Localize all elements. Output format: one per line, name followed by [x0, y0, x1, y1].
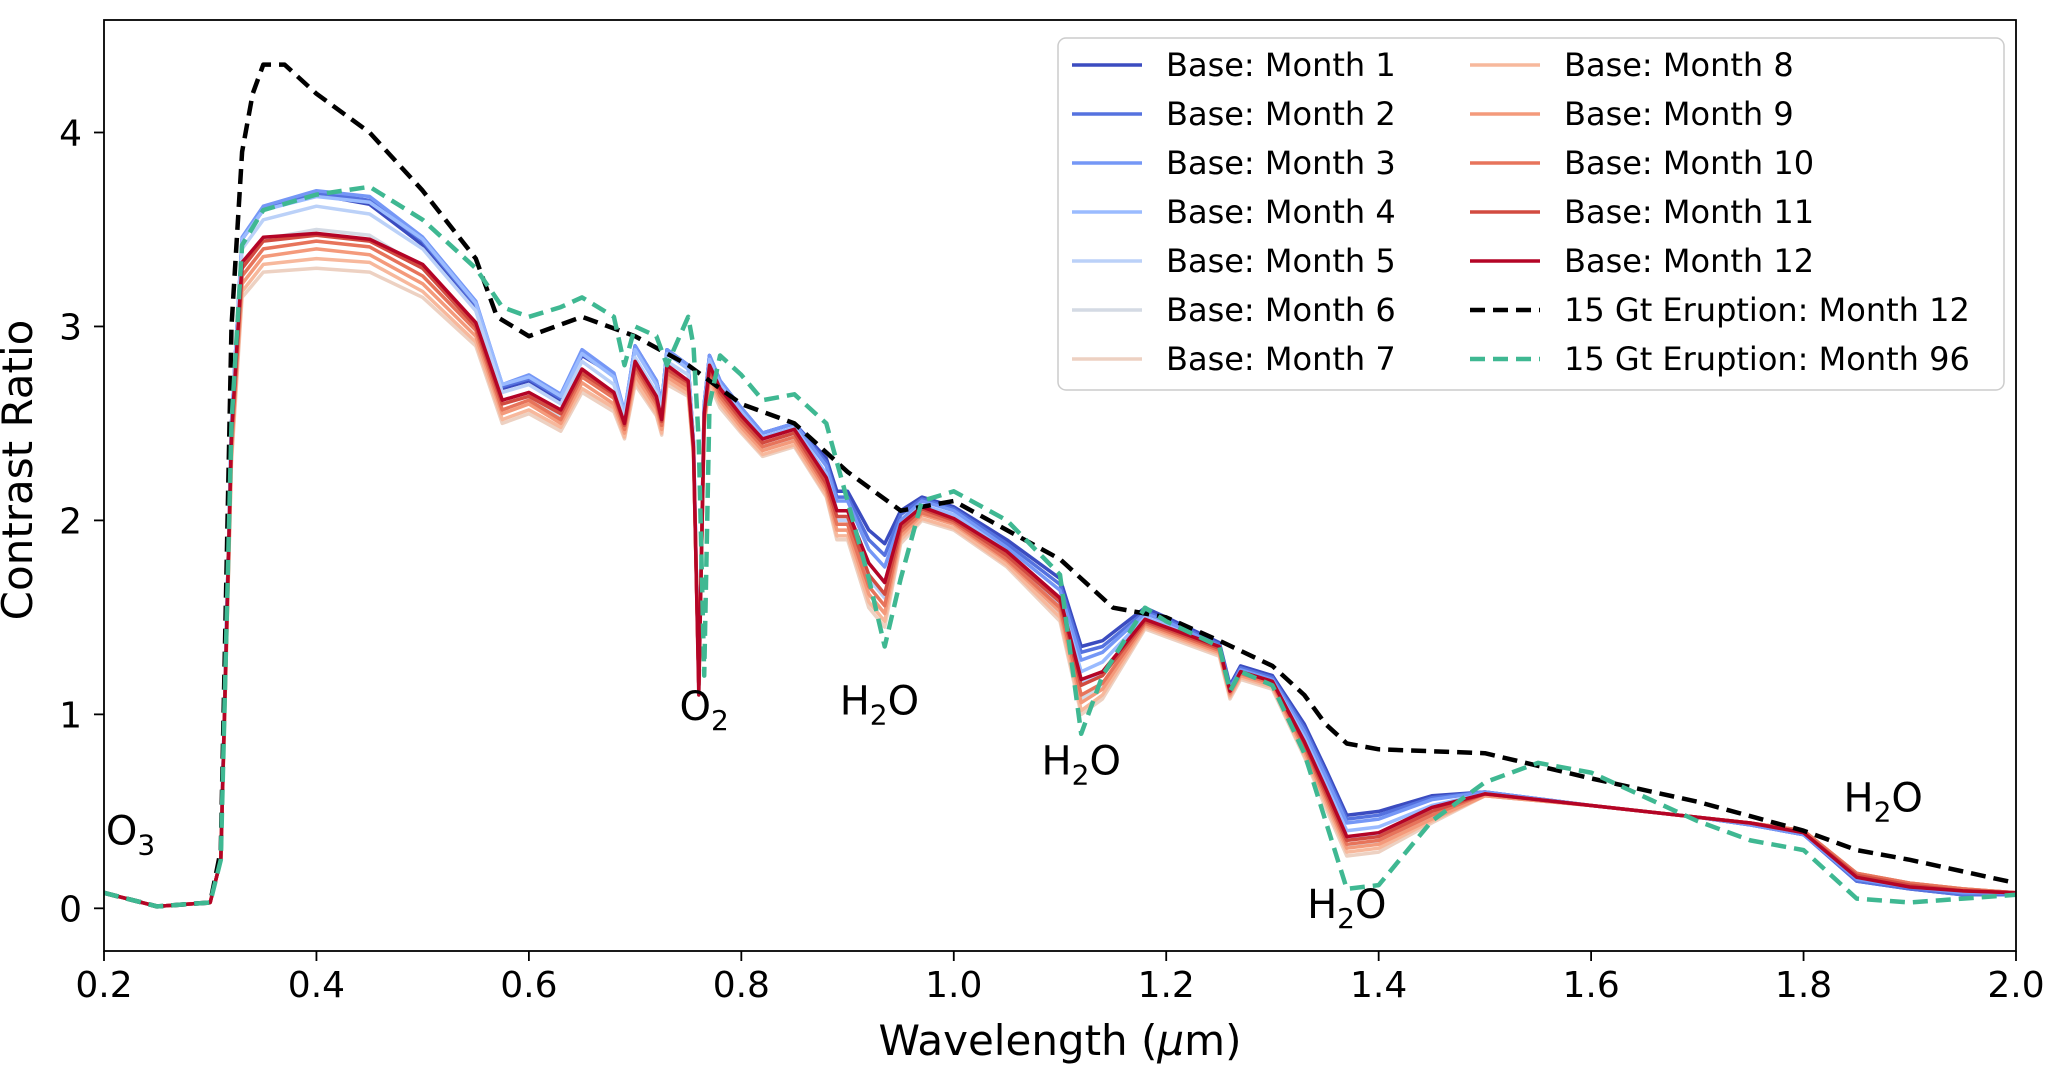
legend-label-base-month-1: Base: Month 1 [1166, 46, 1396, 84]
legend-label-base-month-11: Base: Month 11 [1564, 193, 1814, 231]
legend-label-15-gt-eruption-month-12: 15 Gt Eruption: Month 12 [1564, 291, 1970, 329]
molecule-annotation: O2 [679, 684, 728, 737]
y-tick-label: 3 [59, 307, 82, 348]
x-tick-label: 1.4 [1350, 965, 1407, 1006]
legend: Base: Month 1 Base: Month 2 Base: Month 3 B… [1057, 37, 2005, 391]
series-layer [104, 62, 2016, 909]
y-axis-ticks: 0 1 2 3 4 [59, 113, 104, 930]
x-tick-label: 0.4 [288, 965, 345, 1006]
y-tick-label: 0 [59, 889, 82, 930]
legend-items: Base: Month 1 Base: Month 2 Base: Month 3 B… [1072, 46, 1970, 378]
x-axis-label: Wavelength (μm) [879, 1016, 1242, 1065]
legend-label-15-gt-eruption-month-96: 15 Gt Eruption: Month 96 [1564, 340, 1970, 378]
y-tick-label: 4 [59, 113, 82, 154]
legend-label-base-month-2: Base: Month 2 [1166, 95, 1396, 133]
legend-label-base-month-9: Base: Month 9 [1564, 95, 1794, 133]
x-tick-label: 0.6 [500, 965, 557, 1006]
molecule-annotation: H2O [1042, 738, 1121, 791]
legend-label-base-month-8: Base: Month 8 [1564, 46, 1794, 84]
x-tick-label: 1.8 [1775, 965, 1832, 1006]
molecule-annotation: O3 [106, 808, 155, 861]
x-tick-label: 1.0 [925, 965, 982, 1006]
legend-label-base-month-5: Base: Month 5 [1166, 242, 1396, 280]
x-tick-label: 1.6 [1562, 965, 1619, 1006]
legend-label-base-month-4: Base: Month 4 [1166, 193, 1396, 231]
legend-frame [1057, 37, 2005, 391]
molecule-annotation: H2O [840, 678, 919, 731]
y-tick-label: 1 [59, 695, 82, 736]
x-tick-label: 0.8 [713, 965, 770, 1006]
series-line-15-gt-eruption-month-96 [104, 184, 2016, 909]
y-axis-label: Contrast Ratio [0, 320, 42, 621]
x-tick-label: 2.0 [1987, 965, 2044, 1006]
legend-label-base-month-12: Base: Month 12 [1564, 242, 1814, 280]
legend-label-base-month-3: Base: Month 3 [1166, 144, 1396, 182]
series-line-15-gt-eruption-month-12 [104, 62, 2016, 909]
annotation-layer: O3 O2 H2O H2O H2O H2O [106, 678, 1923, 935]
series-line-base-month-12 [104, 231, 2016, 909]
molecule-annotation: H2O [1844, 775, 1923, 828]
x-axis-ticks: 0.2 0.4 0.6 0.8 1.0 1.2 1.4 1.6 1.8 2.0 [75, 951, 2045, 1006]
x-tick-label: 0.2 [75, 965, 132, 1006]
y-tick-label: 2 [59, 501, 82, 542]
x-tick-label: 1.2 [1138, 965, 1195, 1006]
legend-label-base-month-7: Base: Month 7 [1166, 340, 1396, 378]
legend-label-base-month-6: Base: Month 6 [1166, 291, 1396, 329]
legend-label-base-month-10: Base: Month 10 [1564, 144, 1814, 182]
molecule-annotation: H2O [1307, 882, 1386, 935]
plot-frame [103, 19, 2017, 952]
